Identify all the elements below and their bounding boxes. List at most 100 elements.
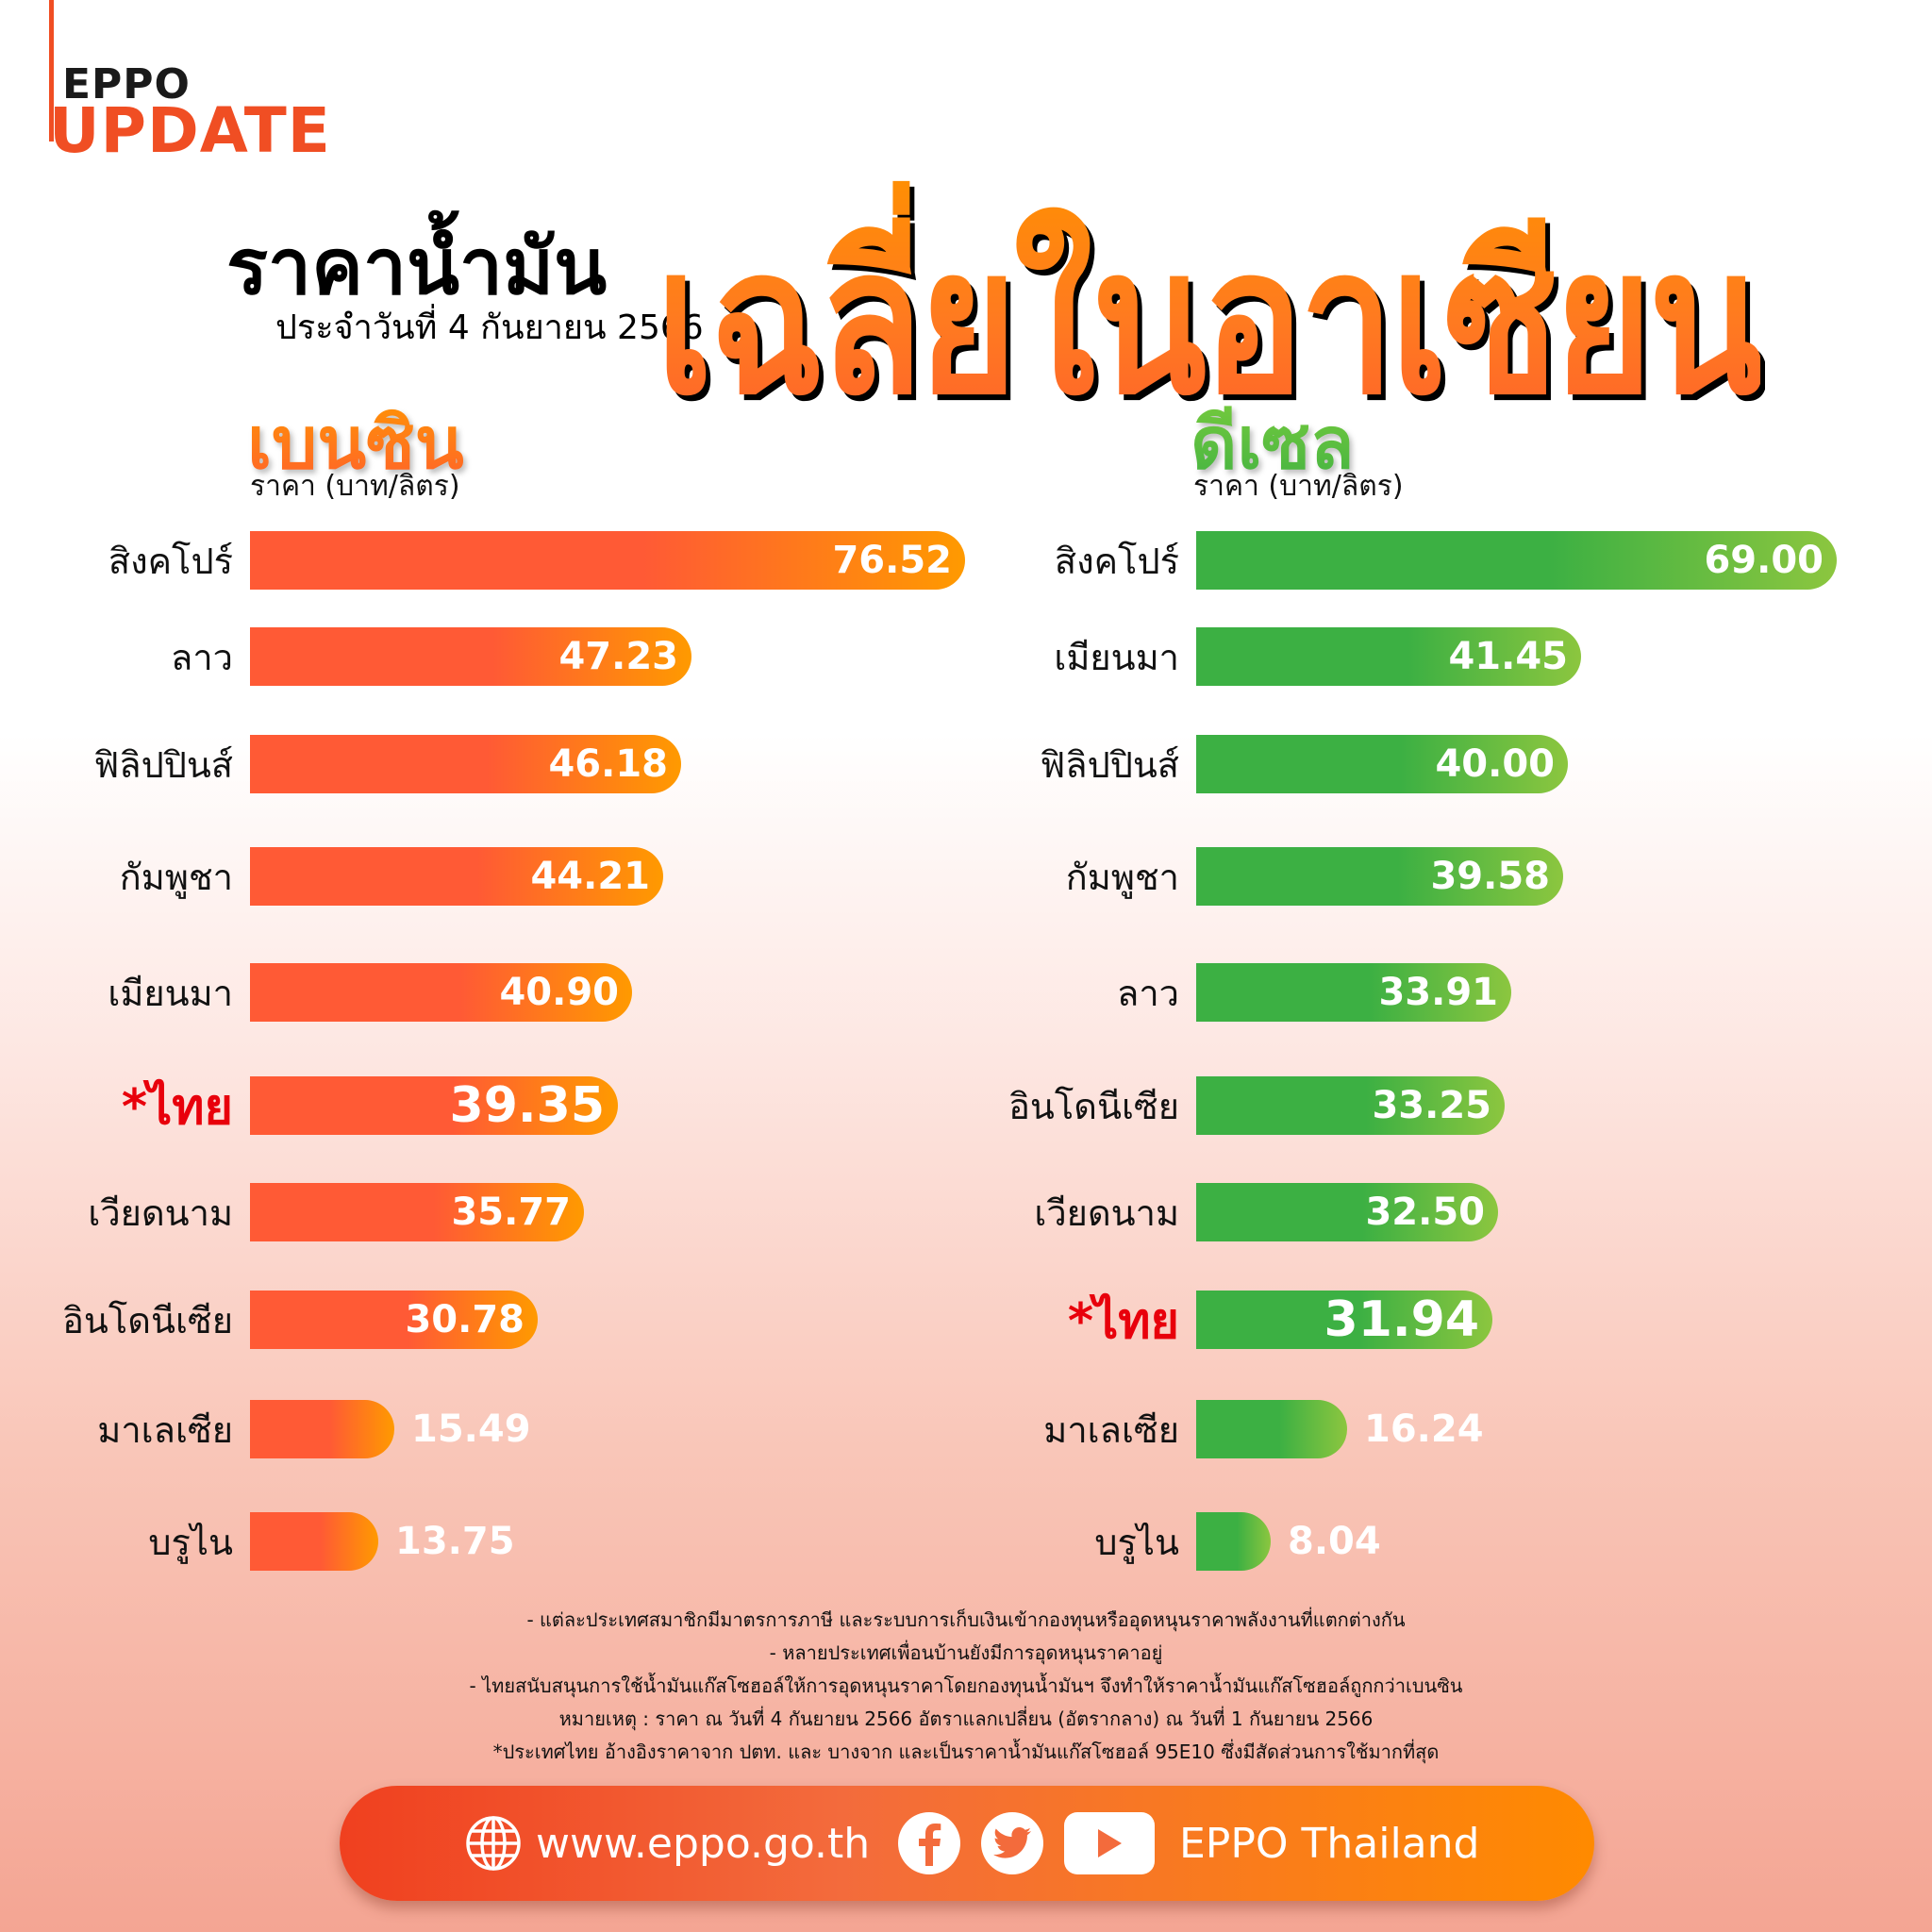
diesel-heading: ดีเซล xyxy=(1191,387,1355,500)
price-value: 39.35 xyxy=(449,1077,605,1134)
price-value: 41.45 xyxy=(1448,635,1568,678)
country-label: ฟิลิปปินส์ xyxy=(1040,743,1179,786)
price-value: 39.58 xyxy=(1430,855,1550,898)
price-bar: 40.00 xyxy=(1196,735,1568,793)
price-value: 15.49 xyxy=(411,1407,531,1451)
country-label: สิงคโปร์ xyxy=(1054,540,1179,582)
diesel-row: สิงคโปร์ 69.00 xyxy=(1055,531,1837,590)
benzin-row: ฟิลิปปินส์ 46.18 xyxy=(93,735,681,793)
logo-accent-line xyxy=(49,0,54,142)
price-value: 44.21 xyxy=(530,855,650,898)
country-label: บรูไน xyxy=(148,1521,233,1563)
benzin-heading: เบนซิน xyxy=(247,387,464,500)
diesel-row: กัมพูชา 39.58 xyxy=(1066,847,1563,906)
youtube-icon[interactable] xyxy=(1064,1812,1155,1874)
facebook-icon[interactable] xyxy=(898,1812,960,1874)
website-link[interactable]: www.eppo.go.th xyxy=(536,1820,871,1868)
country-label: บรูไน xyxy=(1094,1521,1179,1563)
footnotes: - แต่ละประเทศสมาชิกมีมาตรการภาษี และระบบ… xyxy=(0,1604,1932,1769)
globe-icon xyxy=(466,1816,521,1871)
note-line: - แต่ละประเทศสมาชิกมีมาตรการภาษี และระบบ… xyxy=(526,1608,1406,1631)
price-bar: 69.00 xyxy=(1196,531,1837,590)
country-label: เวียดนาม xyxy=(88,1191,233,1234)
price-bar: 30.78 xyxy=(250,1291,538,1349)
diesel-row: เมียนมา 41.45 xyxy=(1054,627,1581,686)
price-bar: 47.23 xyxy=(250,627,691,686)
price-value: 40.90 xyxy=(499,971,619,1014)
price-bar: 39.35 xyxy=(250,1076,618,1135)
price-value: 46.18 xyxy=(548,742,668,786)
price-value: 47.23 xyxy=(558,635,678,678)
diesel-row: มาเลเซีย 16.24 xyxy=(1043,1400,1484,1458)
price-value: 8.04 xyxy=(1288,1520,1381,1563)
logo-eppo-text: EPPO xyxy=(62,60,191,108)
country-label: อินโดนีเซีย xyxy=(1008,1085,1179,1127)
note-line: - ไทยสนับสนุนการใช้น้ำมันแก๊สโซฮอล์ให้กา… xyxy=(469,1674,1463,1697)
diesel-row: บรูไน 8.04 xyxy=(1094,1512,1381,1571)
price-value: 16.24 xyxy=(1364,1407,1484,1451)
country-label: ลาว xyxy=(171,636,233,678)
benzin-row: เมียนมา 40.90 xyxy=(108,963,632,1022)
country-label: ฟิลิปปินส์ xyxy=(93,743,233,786)
country-label: มาเลเซีย xyxy=(97,1408,233,1451)
price-value: 31.94 xyxy=(1324,1291,1479,1348)
country-label: ลาว xyxy=(1117,972,1179,1014)
price-bar: 31.94 xyxy=(1196,1291,1492,1349)
price-value: 35.77 xyxy=(451,1191,571,1234)
note-line: *ประเทศไทย อ้างอิงราคาจาก ปตท. และ บางจา… xyxy=(492,1740,1440,1763)
country-label: อินโดนีเซีย xyxy=(62,1299,233,1341)
price-bar: 40.90 xyxy=(250,963,632,1022)
price-value: 32.50 xyxy=(1365,1191,1485,1234)
price-bar xyxy=(250,1400,394,1458)
country-label: สิงคโปร์ xyxy=(108,540,233,582)
country-label: กัมพูชา xyxy=(119,856,233,898)
note-line: - หลายประเทศเพื่อนบ้านยังมีการอุดหนุนราค… xyxy=(769,1641,1163,1664)
benzin-row: สิงคโปร์ 76.52 xyxy=(108,531,965,590)
benzin-row: ลาว 47.23 xyxy=(171,627,691,686)
benzin-row: บรูไน 13.75 xyxy=(148,1512,515,1571)
note-line: หมายเหตุ : ราคา ณ วันที่ 4 กันยายน 2566 … xyxy=(558,1707,1374,1730)
benzin-row: มาเลเซีย 15.49 xyxy=(97,1400,531,1458)
price-bar xyxy=(1196,1512,1271,1571)
diesel-row: ลาว 33.91 xyxy=(1117,963,1511,1022)
benzin-row: กัมพูชา 44.21 xyxy=(120,847,663,906)
footer-contact-bar: www.eppo.go.th EPPO Thailand xyxy=(340,1786,1594,1901)
price-value: 33.91 xyxy=(1378,971,1498,1014)
benzin-row: *ไทย 39.35 xyxy=(122,1076,618,1136)
price-bar: 76.52 xyxy=(250,531,965,590)
price-bar: 46.18 xyxy=(250,735,681,793)
price-value: 69.00 xyxy=(1704,539,1824,582)
price-bar: 33.91 xyxy=(1196,963,1511,1022)
diesel-row: อินโดนีเซีย 33.25 xyxy=(1008,1076,1505,1135)
price-bar xyxy=(1196,1400,1347,1458)
title-date: ประจำวันที่ 4 กันยายน 2566 xyxy=(275,308,704,347)
country-label: มาเลเซีย xyxy=(1043,1408,1179,1451)
title-oil-price: ราคาน้ำมัน xyxy=(226,223,608,312)
country-label: *ไทย xyxy=(121,1078,233,1136)
price-bar: 39.58 xyxy=(1196,847,1563,906)
logo-update-text: UPDATE xyxy=(49,94,331,167)
benzin-row: อินโดนีเซีย 30.78 xyxy=(62,1291,538,1349)
country-label: กัมพูชา xyxy=(1065,856,1179,898)
diesel-row: เวียดนาม 32.50 xyxy=(1034,1183,1498,1241)
price-bar: 41.45 xyxy=(1196,627,1581,686)
diesel-unit-label: ราคา (บาท/ลิตร) xyxy=(1193,470,1404,503)
country-label: เมียนมา xyxy=(1054,636,1179,678)
price-value: 30.78 xyxy=(405,1298,525,1341)
diesel-row: ฟิลิปปินส์ 40.00 xyxy=(1040,735,1568,793)
country-label: เมียนมา xyxy=(108,972,233,1014)
price-value: 76.52 xyxy=(832,539,952,582)
social-handle[interactable]: EPPO Thailand xyxy=(1179,1820,1480,1868)
price-bar: 35.77 xyxy=(250,1183,584,1241)
price-bar: 33.25 xyxy=(1196,1076,1505,1135)
price-value: 13.75 xyxy=(395,1520,515,1563)
price-bar xyxy=(250,1512,378,1571)
price-value: 33.25 xyxy=(1372,1084,1491,1127)
price-bar: 44.21 xyxy=(250,847,663,906)
twitter-icon[interactable] xyxy=(981,1812,1043,1874)
benzin-row: เวียดนาม 35.77 xyxy=(88,1183,584,1241)
price-value: 40.00 xyxy=(1435,742,1555,786)
diesel-row: *ไทย 31.94 xyxy=(1068,1291,1492,1350)
title-asean-average: เฉลี่ยในอาเซียน xyxy=(656,160,1764,481)
country-label: เวียดนาม xyxy=(1034,1191,1179,1234)
